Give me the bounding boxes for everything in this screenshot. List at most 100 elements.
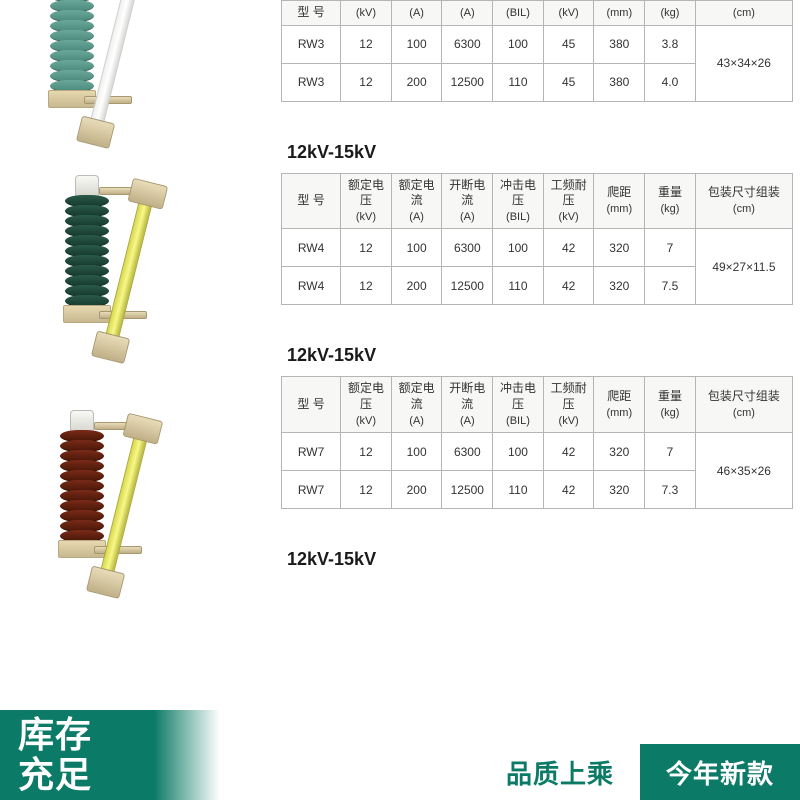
th-impulse: 冲击电压(BIL) xyxy=(493,377,544,433)
cell-creep: 320 xyxy=(594,433,645,471)
table-row: RW3 12 100 6300 100 45 380 3.8 43×34×26 xyxy=(282,25,793,63)
product-images-column xyxy=(0,0,270,800)
insulator-brown xyxy=(60,410,104,550)
th-package: 包装尺寸组装(cm) xyxy=(695,377,792,433)
th-rated-voltage: 额定电压(kV) xyxy=(341,377,392,433)
cell-imp: 110 xyxy=(493,471,544,509)
cell-bc: 6300 xyxy=(442,433,493,471)
insulator-teal xyxy=(50,0,94,100)
th-model: 型 号 xyxy=(282,1,341,26)
th-rated-voltage: (kV) xyxy=(341,1,392,26)
cell-model: RW3 xyxy=(282,25,341,63)
cell-model: RW4 xyxy=(282,229,341,267)
cell-rv: 12 xyxy=(341,25,392,63)
section-title: 12kV-15kV xyxy=(287,142,800,163)
badge-quality: 品质上乘 xyxy=(480,744,640,800)
cell-rv: 12 xyxy=(341,433,392,471)
cell-rv: 12 xyxy=(341,267,392,305)
th-rated-voltage: 额定电压(kV) xyxy=(341,173,392,229)
cell-model: RW4 xyxy=(282,267,341,305)
cell-creep: 380 xyxy=(594,25,645,63)
cell-bc: 6300 xyxy=(442,229,493,267)
cell-pf: 42 xyxy=(543,267,594,305)
th-rated-current: 额定电流(A) xyxy=(391,173,442,229)
cell-rv: 12 xyxy=(341,471,392,509)
cell-creep: 380 xyxy=(594,63,645,101)
cell-rc: 100 xyxy=(391,433,442,471)
spec-section-rw4: 12kV-15kV 型 号 额定电压(kV) 额定电流(A) 开断电流(A) 冲… xyxy=(275,142,800,306)
th-creepage: 爬距(mm) xyxy=(594,173,645,229)
cell-wt: 7 xyxy=(645,229,696,267)
cell-wt: 4.0 xyxy=(645,63,696,101)
product-image-rw3 xyxy=(40,0,200,170)
th-rated-current: (A) xyxy=(391,1,442,26)
th-creepage: 爬距(mm) xyxy=(594,377,645,433)
spec-table-rw7: 型 号 额定电压(kV) 额定电流(A) 开断电流(A) 冲击电压(BIL) 工… xyxy=(281,376,793,509)
cell-package: 46×35×26 xyxy=(695,433,792,509)
th-model: 型 号 xyxy=(282,173,341,229)
th-pf-withstand: (kV) xyxy=(543,1,594,26)
section-title: 12kV-15kV xyxy=(287,549,800,570)
cell-rc: 100 xyxy=(391,25,442,63)
cell-package: 43×34×26 xyxy=(695,25,792,101)
cell-rv: 12 xyxy=(341,63,392,101)
th-pf-withstand: 工频耐压(kV) xyxy=(543,377,594,433)
cell-imp: 100 xyxy=(493,25,544,63)
section-title: 12kV-15kV xyxy=(287,345,800,366)
cell-bc: 6300 xyxy=(442,25,493,63)
cell-rc: 200 xyxy=(391,267,442,305)
table-row: RW4 12 100 6300 100 42 320 7 49×27×11.5 xyxy=(282,229,793,267)
th-weight: 重量(kg) xyxy=(645,173,696,229)
table-row: RW7 12 100 6300 100 42 320 7 46×35×26 xyxy=(282,433,793,471)
th-breaking-current: 开断电流(A) xyxy=(442,173,493,229)
cell-pf: 42 xyxy=(543,433,594,471)
cell-pf: 45 xyxy=(543,63,594,101)
th-weight: 重量(kg) xyxy=(645,377,696,433)
cell-bc: 12500 xyxy=(442,471,493,509)
cell-bc: 12500 xyxy=(442,267,493,305)
cell-rv: 12 xyxy=(341,229,392,267)
spec-section-rw3: 型 号 (kV) (A) (A) (BIL) (kV) (mm) (kg) (c… xyxy=(275,0,800,102)
cell-wt: 7 xyxy=(645,433,696,471)
cell-imp: 100 xyxy=(493,229,544,267)
cell-bc: 12500 xyxy=(442,63,493,101)
th-rated-current: 额定电流(A) xyxy=(391,377,442,433)
spec-section-rw7: 12kV-15kV 型 号 额定电压(kV) 额定电流(A) 开断电流(A) 冲… xyxy=(275,345,800,509)
promo-badges: 品质上乘 今年新款 xyxy=(480,744,800,800)
spec-table-rw3: 型 号 (kV) (A) (A) (BIL) (kV) (mm) (kg) (c… xyxy=(281,0,793,102)
cell-rc: 100 xyxy=(391,229,442,267)
cell-model: RW7 xyxy=(282,471,341,509)
spec-section-next: 12kV-15kV xyxy=(275,549,800,570)
cell-model: RW3 xyxy=(282,63,341,101)
cell-package: 49×27×11.5 xyxy=(695,229,792,305)
cell-creep: 320 xyxy=(594,229,645,267)
th-model: 型 号 xyxy=(282,377,341,433)
badge-new-style: 今年新款 xyxy=(640,744,800,800)
cell-wt: 3.8 xyxy=(645,25,696,63)
product-image-rw7 xyxy=(50,410,210,620)
th-breaking-current: 开断电流(A) xyxy=(442,377,493,433)
fuse-tube-yellow xyxy=(101,183,157,356)
cell-imp: 100 xyxy=(493,433,544,471)
th-breaking-current: (A) xyxy=(442,1,493,26)
cell-rc: 200 xyxy=(391,471,442,509)
specifications-column: 型 号 (kV) (A) (A) (BIL) (kV) (mm) (kg) (c… xyxy=(275,0,800,610)
cell-creep: 320 xyxy=(594,471,645,509)
page-content: 型 号 (kV) (A) (A) (BIL) (kV) (mm) (kg) (c… xyxy=(0,0,800,800)
cell-imp: 110 xyxy=(493,267,544,305)
cell-pf: 45 xyxy=(543,25,594,63)
cell-pf: 42 xyxy=(543,229,594,267)
cell-model: RW7 xyxy=(282,433,341,471)
th-impulse: 冲击电压(BIL) xyxy=(493,173,544,229)
product-image-rw4 xyxy=(55,175,215,385)
insulator-green xyxy=(65,175,109,315)
th-package: (cm) xyxy=(695,1,792,26)
th-impulse: (BIL) xyxy=(493,1,544,26)
fuse-tube-yellow xyxy=(96,418,152,591)
cell-imp: 110 xyxy=(493,63,544,101)
th-pf-withstand: 工频耐压(kV) xyxy=(543,173,594,229)
cell-creep: 320 xyxy=(594,267,645,305)
cell-rc: 200 xyxy=(391,63,442,101)
fuse-tube-white xyxy=(86,0,142,141)
cell-wt: 7.3 xyxy=(645,471,696,509)
